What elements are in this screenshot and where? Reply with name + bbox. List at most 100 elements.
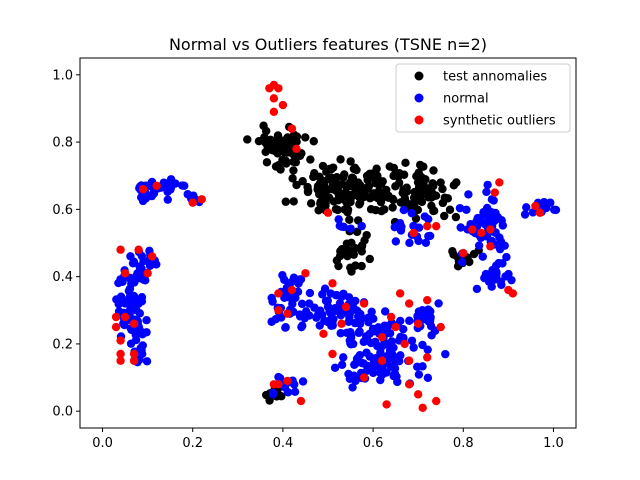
point-normal (414, 370, 424, 379)
point-normal (298, 321, 307, 330)
y-tick-label: 0.8 (52, 136, 73, 151)
point-synthetic-outliers (391, 322, 400, 332)
axes-frame (79, 57, 577, 429)
point-test-annomalies (336, 155, 345, 164)
point-synthetic-outliers (323, 208, 333, 217)
point-test-annomalies (377, 207, 386, 216)
point-test-annomalies (428, 192, 438, 201)
point-synthetic-outliers (274, 306, 283, 315)
point-test-annomalies (394, 172, 403, 181)
point-normal (482, 187, 491, 197)
point-test-annomalies (266, 135, 275, 145)
point-normal (129, 257, 139, 266)
point-test-annomalies (357, 247, 366, 256)
point-normal (369, 368, 378, 378)
x-tick-label: 0.0 (92, 436, 113, 451)
point-normal (141, 276, 150, 285)
point-normal (120, 299, 130, 308)
point-test-annomalies (347, 267, 356, 276)
point-synthetic-outliers (287, 285, 297, 295)
point-test-annomalies (292, 132, 302, 141)
point-test-annomalies (243, 135, 252, 144)
point-normal (376, 348, 385, 357)
point-test-annomalies (339, 173, 348, 182)
point-normal (348, 383, 357, 392)
legend: test annomalies normal synthetic outliers (395, 63, 571, 133)
point-test-annomalies (398, 188, 407, 198)
point-normal (189, 191, 198, 200)
point-normal (114, 278, 123, 288)
point-normal (337, 360, 347, 369)
point-test-annomalies (440, 211, 449, 221)
point-synthetic-outliers (486, 242, 495, 251)
point-normal (281, 323, 290, 332)
point-test-annomalies (321, 198, 330, 208)
point-normal (457, 257, 467, 267)
point-test-annomalies (313, 182, 323, 191)
point-test-annomalies (336, 247, 345, 256)
point-normal (539, 199, 549, 208)
point-normal (357, 221, 366, 231)
point-normal (507, 275, 516, 285)
point-synthetic-outliers (116, 356, 125, 365)
point-test-annomalies (354, 178, 363, 187)
point-normal (418, 362, 427, 371)
point-normal (392, 372, 401, 381)
point-normal (367, 307, 376, 316)
point-synthetic-outliers (116, 349, 125, 359)
chart-title: Normal vs Outliers features (TSNE n=2) (169, 35, 487, 54)
point-normal (546, 198, 555, 207)
point-synthetic-outliers (283, 309, 292, 318)
point-synthetic-outliers (274, 289, 283, 298)
point-normal (492, 267, 501, 277)
point-synthetic-outliers (147, 252, 157, 261)
point-test-annomalies (452, 178, 461, 187)
point-normal (138, 341, 147, 350)
point-normal (178, 181, 187, 190)
point-test-annomalies (346, 197, 355, 207)
point-test-annomalies (389, 163, 399, 173)
point-normal (298, 377, 308, 386)
point-normal (366, 338, 376, 348)
point-synthetic-outliers (337, 319, 346, 328)
point-synthetic-outliers (120, 312, 130, 322)
point-synthetic-outliers (477, 228, 486, 238)
point-normal (382, 368, 391, 377)
point-normal (423, 345, 432, 354)
point-test-annomalies (282, 159, 291, 168)
point-test-annomalies (366, 205, 376, 214)
point-normal (381, 307, 390, 316)
point-test-annomalies (449, 250, 458, 259)
point-normal (136, 193, 146, 202)
y-tick-label: 0.2 (52, 337, 73, 352)
point-normal (348, 301, 357, 311)
x-tick-label: 0.2 (182, 436, 203, 451)
point-test-annomalies (289, 197, 298, 206)
point-normal (496, 237, 506, 246)
point-normal (267, 317, 276, 326)
point-synthetic-outliers (328, 349, 337, 359)
point-test-annomalies (351, 261, 360, 270)
point-test-annomalies (309, 137, 318, 146)
legend-box (395, 63, 571, 133)
point-synthetic-outliers (400, 339, 409, 349)
point-synthetic-outliers (413, 319, 423, 328)
point-synthetic-outliers (120, 269, 130, 278)
point-normal (346, 224, 355, 233)
point-synthetic-outliers (319, 329, 328, 339)
point-normal (462, 205, 471, 214)
point-normal (420, 212, 429, 221)
point-synthetic-outliers (134, 245, 143, 254)
point-synthetic-outliers (283, 376, 292, 386)
point-test-annomalies (323, 185, 333, 194)
point-normal (369, 358, 379, 367)
point-synthetic-outliers (296, 396, 306, 406)
point-normal (384, 321, 393, 331)
point-normal (352, 354, 362, 364)
point-test-annomalies (281, 197, 290, 206)
point-normal (297, 299, 307, 309)
point-test-annomalies (346, 157, 355, 166)
point-test-annomalies (389, 195, 398, 205)
point-test-annomalies (373, 171, 382, 181)
point-synthetic-outliers (535, 208, 545, 217)
